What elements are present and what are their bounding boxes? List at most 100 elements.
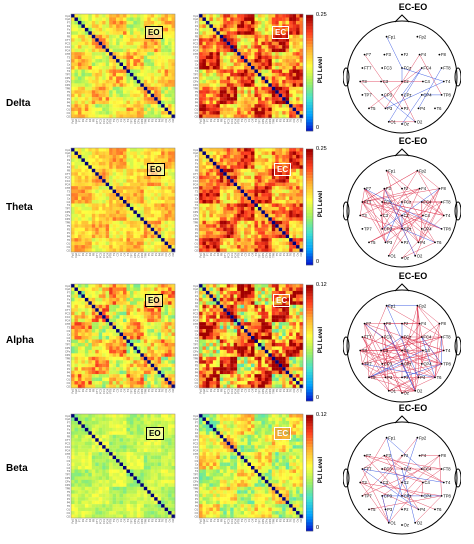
heatmap-cell [247,41,252,46]
heatmap-cell [268,248,272,253]
heatmap-cell [157,231,162,235]
heatmap-cell [161,55,165,60]
heatmap-diagonal-cell [143,220,148,225]
heatmap-cell [147,370,151,375]
heatmap-cell [237,245,241,249]
heatmap-cell [261,158,266,163]
heatmap-cell [240,69,245,74]
heatmap-cell [289,66,293,70]
heatmap-cell [81,238,86,242]
heatmap-cell [77,62,82,67]
heatmap-y-tick-label: TP8 [65,221,70,225]
heatmap-cell [202,27,207,32]
heatmap-y-tick-label: Fz [195,28,199,32]
heatmap-cell [143,238,148,242]
heatmap-cell [136,377,141,382]
heatmap-cell [244,100,248,105]
heatmap-cell [84,165,89,169]
heatmap-cell [157,20,162,25]
heatmap-cell [77,238,82,242]
heatmap-cell [154,349,158,354]
heatmap-cell [123,315,127,319]
heatmap-cell [105,189,110,194]
heatmap-cell [171,111,176,115]
negative-link [382,188,440,230]
heatmap-cell [77,48,82,53]
heatmap-cell [171,100,176,105]
heatmap-cell [212,189,217,194]
heatmap-cell [95,360,99,364]
heatmap-cell [143,90,148,94]
heatmap-cell [247,227,252,232]
heatmap-cell [102,356,106,361]
heatmap-cell [102,377,106,382]
heatmap-y-tick-label: F8 [67,35,71,39]
heatmap-cell [71,69,75,74]
heatmap-cell [116,161,120,166]
heatmap-cell [71,79,75,84]
heatmap-cell [116,158,120,163]
heatmap-cell [171,79,176,84]
heatmap-cell [244,17,248,22]
heatmap-cell [147,200,151,204]
heatmap-cell [219,93,224,98]
heatmap-cell [264,86,269,91]
heatmap-cell [143,231,148,235]
heatmap-cell [143,151,148,156]
heatmap-cell [150,179,155,183]
heatmap-cell [202,238,207,242]
heatmap-cell [136,100,141,105]
heatmap-y-tick-label: T6 [67,104,71,108]
heatmap-cell [123,189,127,194]
electrode-label: CP4 [423,93,432,98]
heatmap-cell [133,287,138,292]
heatmap-cell [161,100,165,105]
heatmap-cell [112,349,117,354]
heatmap-cell [168,38,172,42]
heatmap-cell [116,339,120,344]
heatmap-cell [102,93,106,98]
heatmap-cell [129,318,134,323]
heatmap-cell [216,179,220,183]
heatmap-cell [289,59,293,63]
heatmap-cell [143,17,148,22]
heatmap-cell [95,100,99,105]
heatmap-cell [212,20,217,25]
heatmap-cell [275,93,279,98]
heatmap-cell [205,234,210,239]
heatmap-cell [233,76,238,81]
heatmap-cell [219,69,224,74]
heatmap-cell [240,217,245,221]
colorbar-segment [306,178,313,182]
electrode-dot [434,107,436,110]
heatmap-cell [129,284,134,288]
heatmap-cell [77,248,82,253]
heatmap-cell [133,114,138,119]
heatmap-cell [264,14,269,18]
heatmap-cell [109,248,113,253]
heatmap-cell [140,325,144,330]
positive-link [380,215,386,243]
heatmap-cell [271,196,276,201]
heatmap-cell [91,227,96,232]
heatmap-cell [237,59,241,63]
colorbar-segment [306,26,313,30]
heatmap-cell [136,161,141,166]
heatmap-cell [140,234,144,239]
heatmap-cell [74,62,79,67]
heatmap-cell [88,200,92,204]
heatmap-cell [123,114,127,119]
heatmap-y-tick-label: FC3 [193,42,198,46]
heatmap-cell [219,217,224,221]
heatmap-cell [91,193,96,197]
heatmap-cell [91,329,96,333]
heatmap-cell [212,62,217,67]
heatmap-cell [109,231,113,235]
heatmap-cell [133,342,138,347]
heatmap-cell [116,213,120,218]
heatmap-cell [292,179,297,183]
heatmap-cell [129,322,134,326]
heatmap-cell [275,175,279,180]
heatmap-x-tick-label: C3 [244,118,248,122]
